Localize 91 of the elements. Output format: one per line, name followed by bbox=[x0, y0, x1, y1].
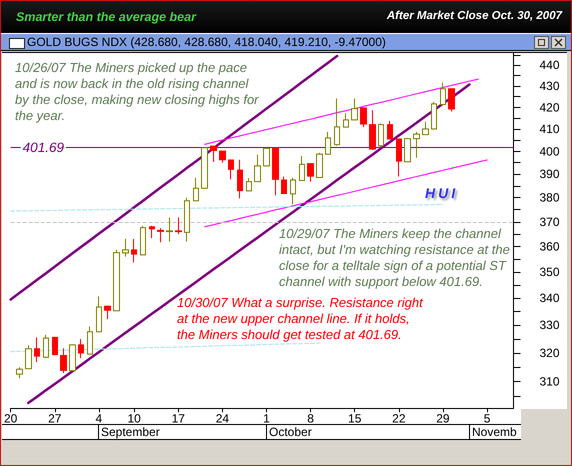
candlestick bbox=[122, 238, 129, 258]
candlestick bbox=[316, 152, 323, 178]
text: September bbox=[101, 425, 160, 439]
line-series bbox=[10, 342, 320, 352]
candlestick bbox=[281, 176, 287, 194]
candlestick bbox=[193, 177, 199, 202]
y-tick-label: 430 bbox=[540, 79, 560, 94]
candlestick bbox=[131, 238, 137, 264]
candlestick bbox=[52, 336, 58, 356]
candlestick bbox=[219, 150, 226, 164]
text: October bbox=[269, 425, 312, 439]
annotation: HUI bbox=[425, 185, 458, 201]
candlestick bbox=[25, 344, 32, 370]
candlestick bbox=[16, 366, 23, 379]
candlestick bbox=[184, 197, 190, 242]
y-tick-label: 380 bbox=[540, 190, 560, 205]
y-tick-label: 400 bbox=[540, 144, 560, 158]
candlestick bbox=[140, 225, 146, 256]
x-tick-label: 29 bbox=[436, 411, 450, 426]
y-tick-label: 420 bbox=[540, 100, 560, 114]
candlestick bbox=[378, 122, 384, 148]
candlestick bbox=[360, 107, 367, 128]
candlestick bbox=[69, 344, 76, 372]
candlestick bbox=[96, 296, 102, 332]
candlestick bbox=[263, 147, 270, 166]
y-tick-label: 440 bbox=[540, 58, 560, 72]
candlestick bbox=[325, 131, 331, 155]
candlestick bbox=[431, 101, 437, 130]
candlestick bbox=[254, 154, 261, 182]
candlestick bbox=[60, 348, 67, 374]
ref-line-label: 401.69 bbox=[22, 140, 64, 156]
y-tick-label: 360 bbox=[540, 240, 560, 254]
annotation: 10/26/07 The Miners picked up the pace and is now back in the old rising channel by the close, making new closing highs for the year. bbox=[15, 60, 260, 124]
x-tick-label: 1 bbox=[263, 411, 270, 426]
candlestick bbox=[413, 131, 420, 158]
y-tick-label: 330 bbox=[540, 318, 560, 332]
candlestick bbox=[149, 225, 155, 239]
candlestick bbox=[157, 228, 164, 243]
candlestick bbox=[422, 121, 429, 136]
text: Smarter than the average bear bbox=[16, 10, 196, 24]
candlestick bbox=[237, 159, 243, 199]
candlestick bbox=[87, 326, 93, 356]
x-tick-label: 24 bbox=[216, 411, 230, 426]
x-tick-label: 10 bbox=[127, 411, 142, 426]
candlestick bbox=[387, 120, 393, 140]
candlestick bbox=[307, 163, 314, 182]
annotation: 10/29/07 The Miners keep the channel intact, but I'm watching resistance at the close for a telltale sign of a potential ST channel with support below 401.69. bbox=[279, 226, 511, 290]
candlestick bbox=[104, 305, 111, 320]
candlestick bbox=[246, 178, 252, 192]
candlestick bbox=[34, 336, 40, 363]
line-series bbox=[10, 204, 444, 212]
candlestick bbox=[166, 217, 173, 242]
candlestick bbox=[448, 88, 455, 112]
candlestick bbox=[228, 159, 234, 180]
candlestick bbox=[334, 98, 340, 146]
candlestick bbox=[369, 110, 376, 151]
candlestick bbox=[343, 112, 349, 128]
x-tick-label: 8 bbox=[307, 411, 314, 426]
y-tick-label: 340 bbox=[540, 291, 560, 306]
x-tick-label: 22 bbox=[392, 411, 406, 426]
candlestick bbox=[175, 216, 182, 235]
chart-subtitle: After Market Close Oct. 30, 2007 bbox=[386, 10, 562, 22]
y-tick-label: 370 bbox=[540, 214, 560, 229]
x-tick-label: 20 bbox=[4, 411, 18, 426]
text: Novemb bbox=[472, 425, 517, 439]
candlestick bbox=[113, 249, 120, 312]
candlestick bbox=[210, 145, 217, 163]
x-tick-label: 27 bbox=[48, 411, 62, 426]
x-tick-label: 5 bbox=[484, 411, 491, 426]
y-tick-label: 320 bbox=[540, 346, 560, 360]
candlestick bbox=[201, 147, 208, 189]
candlestick bbox=[43, 334, 49, 359]
candlestick bbox=[78, 338, 84, 359]
chart-title: GOLD BUGS NDX (428.680, 428.680, 418.040, 419.210, -9.47000) bbox=[27, 35, 386, 50]
candlestick bbox=[351, 98, 358, 120]
x-tick-label: 15 bbox=[348, 411, 362, 426]
candlestick bbox=[396, 138, 402, 178]
candlestick bbox=[404, 137, 411, 162]
candlestick bbox=[272, 147, 279, 196]
y-tick-label: 310 bbox=[540, 374, 560, 389]
candlestick bbox=[299, 155, 305, 182]
line-series bbox=[204, 78, 479, 145]
candlestick bbox=[440, 82, 446, 105]
annotation: 10/30/07 What a surprise. Resistance right at the new upper channel line. If it holds, the Miners should get tested at 401.69. bbox=[177, 295, 424, 343]
candlestick bbox=[290, 177, 296, 205]
x-tick-label: 4 bbox=[96, 411, 103, 426]
y-tick-label: 390 bbox=[540, 167, 560, 182]
x-tick-label: 17 bbox=[172, 411, 186, 426]
y-tick-label: 350 bbox=[540, 265, 560, 280]
y-tick-label: 410 bbox=[540, 122, 560, 136]
line-series bbox=[204, 159, 488, 228]
